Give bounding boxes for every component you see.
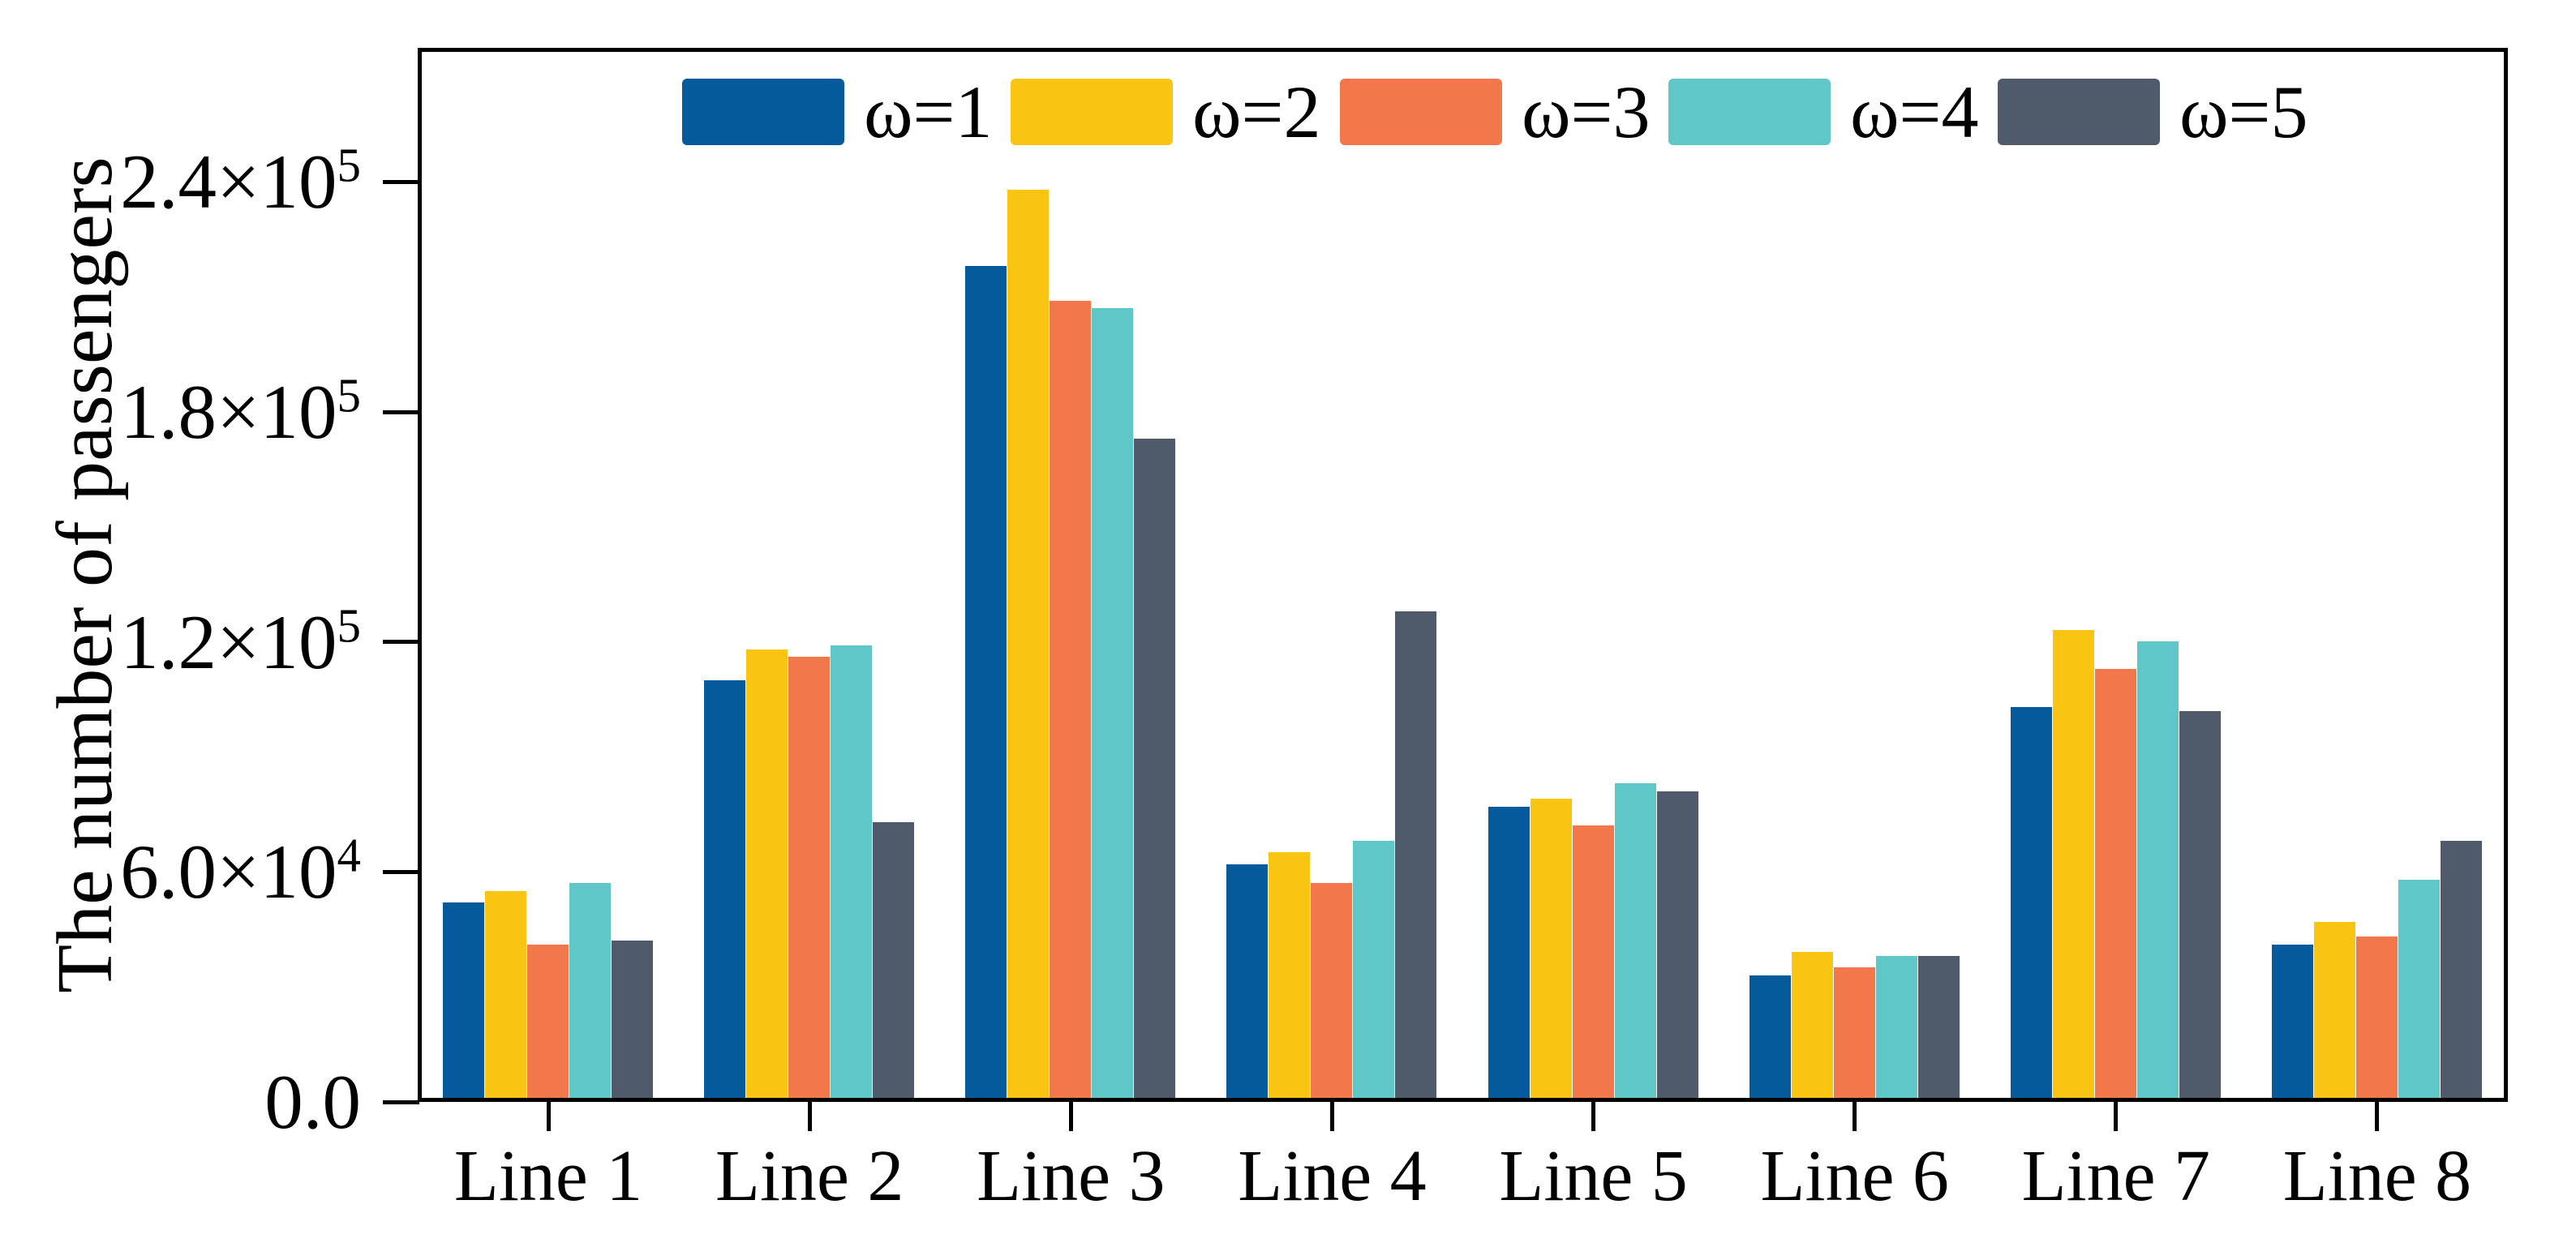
bar-line2-ω=2 (746, 649, 788, 1098)
y-tick-mark (383, 869, 419, 874)
bar-line3-ω=2 (1007, 190, 1050, 1098)
bar-line1-ω=1 (443, 902, 485, 1098)
x-tick-label-line-7: Line 7 (2021, 1136, 2211, 1216)
bar-line1-ω=2 (485, 891, 527, 1098)
bar-line3-ω=4 (1092, 308, 1134, 1098)
bar-line8-ω=5 (2440, 841, 2482, 1098)
bar-line1-ω=3 (527, 945, 569, 1098)
y-tick-exponent: 4 (337, 829, 361, 882)
legend-swatch-ω=1 (682, 79, 844, 145)
legend-swatch-ω=4 (1668, 79, 1831, 145)
y-tick-label: 0.0 (264, 1059, 361, 1145)
x-tick-mark (807, 1100, 812, 1131)
bar-line5-ω=1 (1488, 807, 1530, 1098)
bar-line3-ω=3 (1050, 301, 1092, 1098)
x-tick-label-line-3: Line 3 (977, 1136, 1166, 1216)
legend-label-ω=2: ω=2 (1192, 71, 1321, 153)
bar-line8-ω=3 (2355, 937, 2398, 1098)
legend-label-ω=4: ω=4 (1850, 71, 1979, 153)
legend-swatch-ω=5 (1998, 79, 2160, 145)
bar-line5-ω=2 (1530, 799, 1572, 1098)
x-tick-label-line-2: Line 2 (715, 1136, 904, 1216)
bar-line7-ω=1 (2010, 707, 2052, 1098)
y-tick-mark (383, 409, 419, 414)
legend-swatch-ω=2 (1011, 79, 1173, 145)
x-tick-mark (2114, 1100, 2119, 1131)
x-tick-mark (1068, 1100, 1073, 1131)
y-tick-label: 6.0×104 (120, 829, 361, 915)
y-tick-mark (383, 179, 419, 184)
x-tick-label-line-4: Line 4 (1238, 1136, 1427, 1216)
bar-line6-ω=3 (1833, 967, 1875, 1098)
bar-line8-ω=1 (2271, 945, 2313, 1098)
bar-line4-ω=4 (1353, 841, 1395, 1098)
bar-line4-ω=5 (1395, 611, 1437, 1098)
y-tick-label: 1.8×105 (120, 369, 361, 456)
bar-line6-ω=2 (1791, 952, 1833, 1098)
bar-line5-ω=5 (1656, 791, 1698, 1098)
plot-area (418, 48, 2508, 1102)
bar-line4-ω=2 (1269, 852, 1311, 1098)
bar-line2-ω=4 (831, 645, 873, 1098)
x-tick-mark (2375, 1100, 2380, 1131)
bar-line8-ω=2 (2313, 922, 2355, 1098)
bar-line3-ω=1 (965, 266, 1007, 1098)
x-tick-label-line-1: Line 1 (453, 1136, 643, 1216)
x-tick-mark (1853, 1100, 1857, 1131)
bar-line6-ω=1 (1749, 975, 1791, 1098)
bar-line7-ω=4 (2136, 641, 2179, 1098)
y-tick-exponent: 5 (337, 139, 361, 192)
legend-label-ω=3: ω=3 (1522, 71, 1651, 153)
x-tick-mark (1591, 1100, 1596, 1131)
legend-label-ω=5: ω=5 (2179, 71, 2308, 153)
x-tick-label-line-5: Line 5 (1499, 1136, 1688, 1216)
bar-line7-ω=5 (2179, 711, 2221, 1098)
x-tick-label-line-6: Line 6 (1760, 1136, 1949, 1216)
y-tick-exponent: 5 (337, 599, 361, 653)
y-tick-mark (383, 640, 419, 645)
bar-line2-ω=3 (788, 657, 831, 1098)
bar-line4-ω=3 (1311, 883, 1353, 1098)
x-tick-label-line-8: Line 8 (2282, 1136, 2472, 1216)
bar-line1-ω=5 (612, 941, 654, 1098)
legend-swatch-ω=3 (1340, 79, 1502, 145)
bar-line5-ω=4 (1614, 783, 1656, 1098)
bar-line8-ω=4 (2398, 880, 2440, 1098)
x-tick-mark (1329, 1100, 1334, 1131)
bar-line7-ω=3 (2094, 669, 2136, 1098)
bar-line4-ω=1 (1226, 864, 1269, 1098)
bar-line1-ω=4 (569, 883, 612, 1098)
bar-line2-ω=1 (704, 680, 746, 1098)
bar-line5-ω=3 (1572, 825, 1614, 1098)
y-tick-mark (383, 1099, 419, 1104)
bar-line6-ω=4 (1875, 956, 1917, 1098)
y-tick-label: 2.4×105 (120, 139, 361, 225)
bar-line6-ω=5 (1917, 956, 1960, 1098)
bar-line2-ω=5 (873, 822, 915, 1098)
y-tick-label: 1.2×105 (120, 598, 361, 685)
y-tick-exponent: 5 (337, 369, 361, 422)
x-tick-mark (546, 1100, 551, 1131)
bar-line3-ω=5 (1134, 439, 1176, 1098)
bar-line7-ω=2 (2052, 630, 2094, 1098)
legend-label-ω=1: ω=1 (864, 71, 993, 153)
